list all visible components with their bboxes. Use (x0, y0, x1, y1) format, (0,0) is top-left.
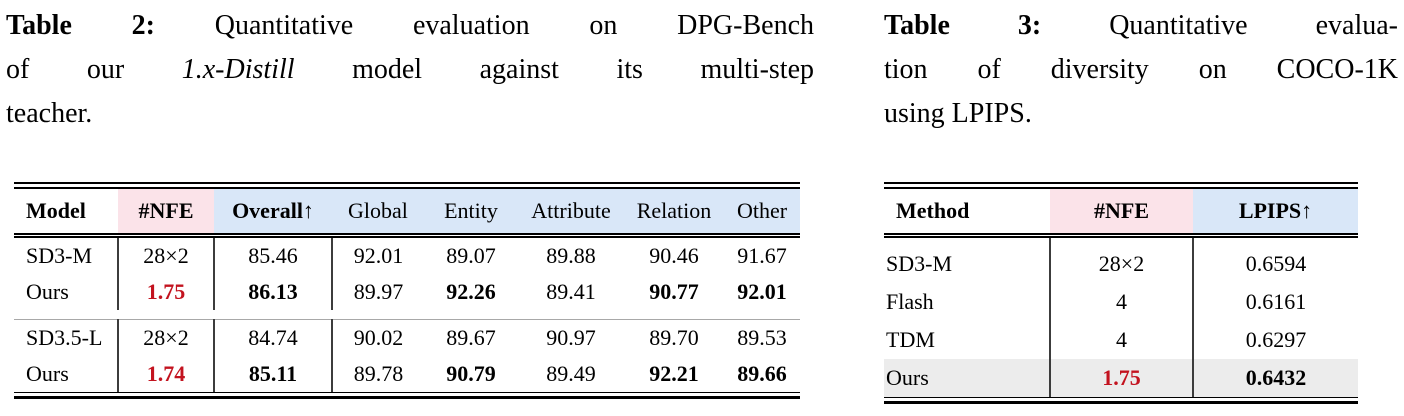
cell-global: 92.01 (331, 235, 424, 274)
table2-caption-text2: of our (6, 54, 182, 85)
cell-relation: 90.77 (649, 278, 699, 304)
table-row-sd3m: SD3-M 28×2 0.6594 (884, 235, 1358, 283)
cell-attribute: 89.49 (546, 360, 596, 386)
cell-nfe: 28×2 (117, 319, 214, 356)
col-header-model: Model (14, 188, 118, 238)
table2-caption-line1: Table 2: Quantitative evaluation on DPG-… (6, 4, 814, 48)
table2-caption: Table 2: Quantitative evaluation on DPG-… (6, 4, 814, 136)
cell-nfe: 28×2 (117, 235, 214, 274)
cell-lpips: 0.6432 (1192, 358, 1358, 397)
group-separator-rule (14, 309, 800, 320)
bottom-rule (884, 401, 1358, 404)
table3-caption-label: Table 3: (884, 10, 1042, 41)
cell-model: SD3.5-L (26, 324, 103, 350)
cell-method: TDM (886, 326, 935, 352)
cell-other: 89.53 (737, 324, 787, 350)
table2-caption-line3: teacher. (6, 98, 93, 129)
table-row-sd35l: SD3.5-L 28×2 84.74 90.02 89.67 90.97 89.… (14, 319, 800, 356)
cell-other: 92.01 (737, 278, 787, 304)
bottom-rule-thin (884, 396, 1358, 398)
table3-caption-line1: Table 3: Quantitative evalua- (884, 4, 1398, 48)
bottom-rule (14, 396, 800, 399)
cell-attribute: 89.88 (546, 242, 596, 268)
table3-caption-text1: Quantitative evalua- (1041, 10, 1398, 41)
cell-global: 89.78 (331, 355, 424, 392)
table-row-ours-highlighted: Ours 1.75 0.6432 (884, 358, 1358, 397)
cell-other: 89.66 (737, 360, 787, 386)
cell-overall: 85.46 (213, 235, 332, 274)
col-header-nfe: #NFE (118, 188, 214, 238)
dpg-bench-table-block: Model #NFE Overall↑ Global Entity Attrib… (14, 182, 800, 399)
cell-entity: 90.79 (446, 360, 496, 386)
cell-entity: 92.26 (446, 278, 496, 304)
cell-attribute: 89.41 (546, 278, 596, 304)
cell-attribute: 90.97 (546, 324, 596, 350)
table-row-ours-1: Ours 1.75 86.13 89.97 92.26 89.41 90.77 … (14, 273, 800, 310)
cell-entity: 89.07 (446, 242, 496, 268)
cell-nfe: 4 (1049, 320, 1193, 359)
cell-overall: 86.13 (213, 273, 332, 310)
cell-lpips: 0.6161 (1192, 282, 1358, 321)
cell-method: Ours (884, 358, 1050, 397)
cell-global: 90.02 (331, 319, 424, 356)
col-header-nfe: #NFE (1050, 188, 1193, 238)
lpips-header-row: Method #NFE LPIPS↑ (884, 188, 1358, 238)
table-row-sd3m: SD3-M 28×2 85.46 92.01 89.07 89.88 90.46… (14, 235, 800, 274)
top-rule (884, 182, 1358, 184)
table3-caption: Table 3: Quantitative evalua- tion of di… (884, 4, 1398, 136)
cell-nfe: 1.75 (117, 273, 214, 310)
col-header-relation: Relation (624, 188, 724, 238)
cell-entity: 89.67 (446, 324, 496, 350)
table3-caption-line2: tion of diversity on COCO-1K (884, 54, 1398, 85)
col-header-global: Global (332, 188, 424, 238)
table-row-ours-2: Ours 1.74 85.11 89.78 90.79 89.49 92.21 … (14, 355, 800, 392)
cell-relation: 92.21 (649, 360, 699, 386)
table-row-tdm: TDM 4 0.6297 (884, 320, 1358, 359)
table2-caption-line2: of our 1.x-Distill model against its mul… (6, 48, 814, 92)
cell-nfe: 28×2 (1049, 235, 1193, 283)
table2-caption-text3: model against its multi-step (294, 54, 814, 85)
table3-caption-line3: using LPIPS. (884, 98, 1032, 129)
bottom-rule-thin (14, 391, 800, 393)
cell-global: 89.97 (331, 273, 424, 310)
table2-caption-text1: Quantitative evaluation on DPG-Bench (155, 10, 815, 41)
cell-lpips: 0.6297 (1192, 320, 1358, 359)
top-rule-thin (884, 187, 1358, 189)
cell-nfe: 1.74 (117, 355, 214, 392)
table2-caption-model-name: 1.x-Distill (181, 54, 295, 85)
cell-relation: 90.46 (649, 242, 699, 268)
col-header-lpips: LPIPS↑ (1193, 188, 1358, 238)
top-rule (14, 182, 800, 184)
cell-nfe: 4 (1049, 282, 1193, 321)
cell-method: SD3-M (886, 250, 953, 276)
cell-other: 91.67 (737, 242, 787, 268)
table2-caption-label: Table 2: (6, 10, 155, 41)
lpips-table-block: Method #NFE LPIPS↑ SD3-M 28×2 0.6594 Fla… (884, 182, 1358, 404)
dpg-header-row: Model #NFE Overall↑ Global Entity Attrib… (14, 188, 800, 238)
col-header-attribute: Attribute (518, 188, 624, 238)
cell-relation: 89.70 (649, 324, 699, 350)
cell-overall: 85.11 (213, 355, 332, 392)
top-rule-thin (14, 187, 800, 189)
col-header-entity: Entity (424, 188, 518, 238)
cell-model: Ours (26, 360, 69, 386)
cell-lpips: 0.6594 (1192, 235, 1358, 283)
cell-overall: 84.74 (213, 319, 332, 356)
cell-nfe: 1.75 (1049, 358, 1193, 397)
col-header-other: Other (724, 188, 800, 238)
col-header-method: Method (884, 188, 1050, 238)
cell-method: Flash (886, 288, 934, 314)
col-header-overall: Overall↑ (214, 188, 332, 238)
cell-model: SD3-M (26, 242, 93, 268)
cell-model: Ours (26, 278, 69, 304)
lpips-table: Method #NFE LPIPS↑ SD3-M 28×2 0.6594 Fla… (884, 188, 1358, 397)
table-row-flash: Flash 4 0.6161 (884, 282, 1358, 321)
dpg-bench-table: Model #NFE Overall↑ Global Entity Attrib… (14, 188, 800, 392)
